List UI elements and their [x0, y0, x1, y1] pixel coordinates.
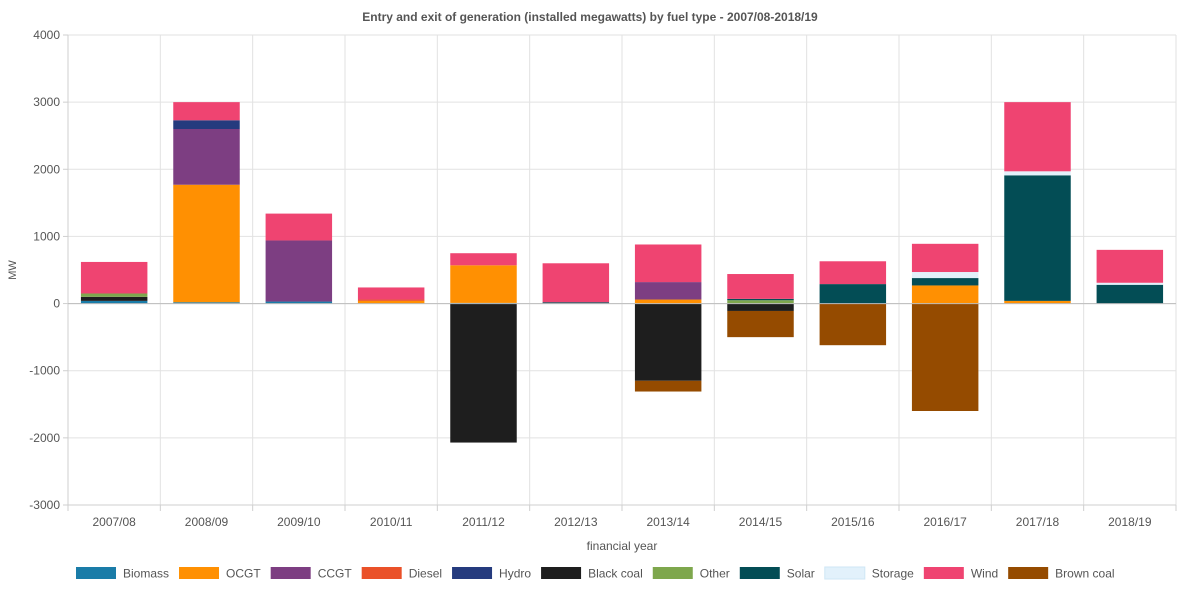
- x-tick-label: 2007/08: [92, 515, 136, 529]
- bar-segment-ocgt[interactable]: OCGT 2011/12: 560: [450, 265, 517, 303]
- bar-segment-wind[interactable]: Wind 2015/16: 340: [819, 261, 887, 285]
- bar-segment-solar[interactable]: Solar 2015/16: 290: [819, 284, 887, 304]
- bar-segment-other[interactable]: Other 2007/08: 50: [80, 293, 148, 297]
- bar-segment-wind[interactable]: Wind 2007/08: 470: [80, 261, 148, 294]
- legend-swatch[interactable]: [361, 567, 402, 579]
- x-tick-label: 2009/10: [277, 515, 321, 529]
- legend-label[interactable]: Brown coal: [1055, 567, 1114, 581]
- bar-segment-wind[interactable]: Wind 2011/12: 180: [450, 253, 517, 266]
- x-tick-label: 2008/09: [185, 515, 229, 529]
- x-tick-label: 2010/11: [370, 515, 413, 529]
- bar-segment-ocgt[interactable]: OCGT 2008/09: 1750: [173, 184, 240, 303]
- legend-label[interactable]: Solar: [787, 567, 815, 581]
- bar-segment-ocgt[interactable]: OCGT 2017/18: 40: [1004, 300, 1071, 304]
- legend-swatch[interactable]: [739, 567, 780, 579]
- bar-segment-solar[interactable]: Solar 2018/19: 280: [1096, 284, 1164, 304]
- bar-segment-storage[interactable]: Storage 2017/18: 60: [1004, 171, 1071, 176]
- x-axis-label: financial year: [587, 539, 658, 553]
- x-tick-label: 2013/14: [646, 515, 690, 529]
- legend-swatch[interactable]: [452, 567, 493, 579]
- x-tick-label: 2017/18: [1016, 515, 1060, 529]
- legend-swatch[interactable]: [270, 567, 311, 579]
- bar-segment-other[interactable]: Other 2014/15: 50: [727, 300, 794, 304]
- bar-segment-black-coal[interactable]: Black coal 2011/12: -2070: [450, 303, 517, 443]
- bar-segment-ocgt[interactable]: OCGT 2016/17: 270: [911, 285, 979, 304]
- x-tick-label: 2014/15: [739, 515, 783, 529]
- legend-swatch[interactable]: [76, 567, 116, 579]
- legend-swatch[interactable]: [179, 567, 220, 579]
- bar-segment-biomass[interactable]: Biomass 2008/09: 20: [173, 302, 240, 304]
- legend-label[interactable]: CCGT: [318, 567, 353, 581]
- bar-segment-black-coal[interactable]: Black coal 2013/14: -1150: [634, 303, 702, 381]
- legend-swatch[interactable]: [824, 566, 866, 580]
- bar-segment-ccgt[interactable]: CCGT 2009/10: 910: [265, 240, 333, 302]
- legend-swatch[interactable]: [923, 567, 964, 579]
- bar-segment-black-coal[interactable]: Black coal 2007/08: 60: [80, 296, 148, 301]
- y-tick-label: 4000: [33, 28, 60, 42]
- x-tick-label: 2015/16: [831, 515, 875, 529]
- bar-segment-ccgt[interactable]: CCGT 2013/14: 260: [634, 282, 702, 300]
- bar-segment-wind[interactable]: Wind 2018/19: 490: [1096, 249, 1164, 283]
- legend-label[interactable]: Hydro: [499, 567, 531, 581]
- bar-segment-ocgt[interactable]: OCGT 2013/14: 60: [634, 299, 702, 304]
- bar-segment-solar[interactable]: Solar 2016/17: 110: [911, 278, 979, 286]
- y-tick-label: 3000: [33, 95, 60, 109]
- bar-segment-solar[interactable]: Solar 2014/15: 20: [727, 298, 794, 301]
- legend-swatch[interactable]: [1008, 567, 1049, 579]
- legend-label[interactable]: Wind: [971, 567, 998, 581]
- bar-segment-solar[interactable]: Solar 2017/18: 1870: [1004, 175, 1071, 301]
- bar-segment-wind[interactable]: Wind 2009/10: 400: [265, 213, 333, 241]
- bar-segment-wind[interactable]: Wind 2016/17: 420: [911, 243, 979, 273]
- bar-segment-solar[interactable]: Solar 2012/13: 20: [542, 302, 610, 304]
- bar-segment-wind[interactable]: Wind 2014/15: 370: [727, 274, 794, 299]
- bar-segment-black-coal[interactable]: Black coal 2014/15: -110: [727, 303, 794, 311]
- y-tick-label: 0: [53, 297, 60, 311]
- bar-segment-wind[interactable]: Wind 2013/14: 560: [634, 244, 702, 283]
- legend-label[interactable]: Black coal: [588, 567, 643, 581]
- legend-label[interactable]: Other: [700, 567, 730, 581]
- bar-segment-wind[interactable]: Wind 2017/18: 1030: [1004, 102, 1071, 172]
- bar-segment-wind[interactable]: Wind 2008/09: 270: [173, 102, 240, 121]
- y-tick-label: 1000: [33, 229, 60, 243]
- bar-segment-brown-coal[interactable]: Brown coal 2014/15: -390: [727, 310, 794, 338]
- x-tick-label: 2012/13: [554, 515, 598, 529]
- y-tick-label: -2000: [29, 431, 60, 445]
- bar-segment-biomass[interactable]: Biomass 2007/08: 40: [80, 300, 148, 304]
- y-tick-label: -3000: [29, 498, 60, 512]
- y-tick-label: 2000: [33, 162, 60, 176]
- chart-title: Entry and exit of generation (installed …: [362, 10, 818, 24]
- legend-swatch[interactable]: [652, 567, 693, 579]
- bar-segment-brown-coal[interactable]: Brown coal 2013/14: -160: [634, 380, 702, 392]
- legend-label[interactable]: Biomass: [123, 567, 169, 581]
- x-tick-label: 2011/12: [462, 515, 505, 529]
- legend-swatch[interactable]: [541, 567, 582, 579]
- legend-label[interactable]: Storage: [872, 567, 914, 581]
- bar-segment-brown-coal[interactable]: Brown coal 2016/17: -1600: [911, 303, 979, 411]
- y-axis-label: MW: [7, 260, 19, 280]
- bar-segment-ocgt[interactable]: OCGT 2010/11: 40: [357, 300, 425, 304]
- bar-segment-storage[interactable]: Storage 2018/19: 30: [1096, 282, 1164, 285]
- x-tick-label: 2018/19: [1108, 515, 1152, 529]
- y-tick-label: -1000: [29, 364, 60, 378]
- bar-segment-brown-coal[interactable]: Brown coal 2015/16: -620: [819, 303, 887, 346]
- bar-segment-hydro[interactable]: Hydro 2008/09: 130: [173, 120, 240, 129]
- bar-segment-wind[interactable]: Wind 2012/13: 580: [542, 263, 610, 303]
- bar-segment-diesel[interactable]: Diesel 2010/11: 20: [357, 299, 425, 301]
- legend-label[interactable]: Diesel: [409, 567, 442, 581]
- bar-segment-storage[interactable]: Storage 2016/17: 90: [911, 272, 979, 279]
- x-tick-label: 2016/17: [923, 515, 967, 529]
- bars-group: Biomass 2007/08: 40Black coal 2007/08: 6…: [80, 102, 1164, 443]
- axes-group: 4000 3000 2000 1000 0 -1000 -2000 -3000 2007/08 2…: [29, 28, 1177, 529]
- bar-segment-biomass[interactable]: Biomass 2009/10: 30: [265, 301, 333, 304]
- legend-label[interactable]: OCGT: [226, 567, 261, 581]
- bar-segment-ccgt[interactable]: CCGT 2008/09: 830: [173, 129, 240, 185]
- bar-segment-wind[interactable]: Wind 2010/11: 180: [357, 287, 425, 300]
- legend: Biomass OCGT CCGT Diesel Hydro Black coal Othe…: [76, 566, 1115, 581]
